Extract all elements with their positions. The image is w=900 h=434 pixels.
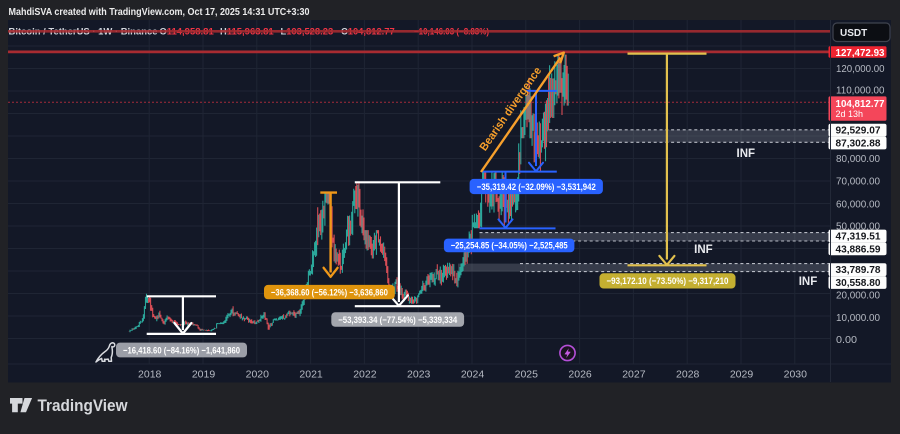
svg-text:INF: INF xyxy=(737,148,756,160)
svg-text:47,319.51: 47,319.51 xyxy=(836,232,881,243)
svg-text:USDT: USDT xyxy=(840,28,867,39)
svg-text:92,529.07: 92,529.07 xyxy=(836,126,881,137)
svg-text:MahdiSVA created with TradingV: MahdiSVA created with TradingView.com, O… xyxy=(9,7,310,18)
svg-text:127,472.93: 127,472.93 xyxy=(836,48,885,59)
svg-text:2030: 2030 xyxy=(784,368,808,380)
svg-text:2024: 2024 xyxy=(461,368,485,380)
svg-text:−35,319.42 (−32.09%) −3,531,94: −35,319.42 (−32.09%) −3,531,942 xyxy=(477,182,596,193)
svg-text:110,000.00: 110,000.00 xyxy=(836,86,885,97)
svg-text:60,000.00: 60,000.00 xyxy=(836,199,880,210)
svg-text:−36,368.60 (−56.12%) −3,636,86: −36,368.60 (−56.12%) −3,636,860 xyxy=(271,287,388,298)
svg-text:70,000.00: 70,000.00 xyxy=(836,176,880,187)
svg-text:INF: INF xyxy=(799,276,818,288)
svg-text:2025: 2025 xyxy=(515,368,539,380)
svg-text:2021: 2021 xyxy=(299,368,323,380)
svg-text:43,886.59: 43,886.59 xyxy=(836,244,881,255)
svg-text:2019: 2019 xyxy=(192,368,216,380)
svg-text:2029: 2029 xyxy=(730,368,754,380)
svg-text:TradingView: TradingView xyxy=(38,397,128,415)
svg-text:0.00: 0.00 xyxy=(836,335,857,346)
svg-text:30,558.80: 30,558.80 xyxy=(836,278,881,289)
svg-text:−53,393.34 (−77.54%) −5,339,33: −53,393.34 (−77.54%) −5,339,334 xyxy=(338,315,458,326)
svg-text:20,000.00: 20,000.00 xyxy=(836,291,880,302)
svg-text:INF: INF xyxy=(694,244,713,256)
svg-text:80,000.00: 80,000.00 xyxy=(836,154,880,165)
svg-text:−16,418.60 (−84.16%) −1,641,86: −16,418.60 (−84.16%) −1,641,860 xyxy=(123,345,240,356)
svg-text:2018: 2018 xyxy=(138,368,162,380)
svg-text:2022: 2022 xyxy=(353,368,377,380)
svg-text:2023: 2023 xyxy=(407,368,431,380)
svg-text:−25,254.85 (−34.05%) −2,525,48: −25,254.85 (−34.05%) −2,525,485 xyxy=(451,241,569,252)
svg-text:50,000.00: 50,000.00 xyxy=(836,222,880,233)
svg-text:2028: 2028 xyxy=(676,368,700,380)
svg-text:2020: 2020 xyxy=(246,368,270,380)
svg-text:104,812.77: 104,812.77 xyxy=(836,99,885,110)
svg-text:−93,172.10 (−73.50%) −9,317,21: −93,172.10 (−73.50%) −9,317,210 xyxy=(607,276,729,287)
svg-text:87,302.88: 87,302.88 xyxy=(836,139,881,150)
svg-text:2d 13h: 2d 13h xyxy=(836,109,864,119)
svg-text:120,000.00: 120,000.00 xyxy=(836,64,885,75)
svg-text:2027: 2027 xyxy=(622,368,646,380)
svg-text:33,789.78: 33,789.78 xyxy=(836,265,881,276)
svg-text:10,000.00: 10,000.00 xyxy=(836,313,880,324)
svg-text:2026: 2026 xyxy=(568,368,592,380)
